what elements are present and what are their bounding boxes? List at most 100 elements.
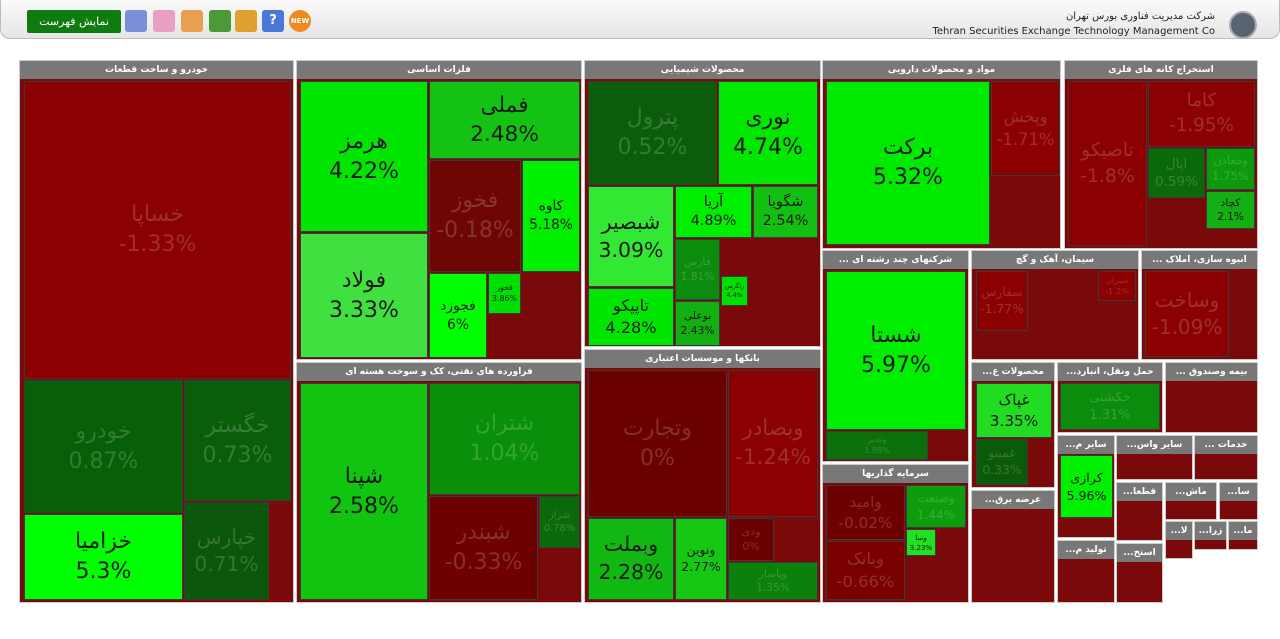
stock-tile[interactable]: وپاسار 1.35% bbox=[728, 562, 818, 600]
search-icon[interactable] bbox=[209, 10, 231, 32]
stock-tile[interactable]: اپال 0.59% bbox=[1148, 148, 1205, 198]
chat-icon[interactable] bbox=[235, 10, 257, 32]
sector-title[interactable]: محصولات ع... bbox=[972, 363, 1054, 381]
stock-tile[interactable]: تاصیکو -1.8% bbox=[1068, 81, 1147, 246]
sector-title[interactable]: ماش... bbox=[1166, 483, 1216, 501]
sector-title[interactable]: عرضه برق... bbox=[972, 491, 1054, 509]
stock-tile[interactable]: وبملت 2.28% bbox=[588, 518, 674, 600]
sector-title[interactable]: فلزات اساسی bbox=[297, 61, 581, 79]
sector-title[interactable]: ما... bbox=[1229, 522, 1257, 540]
new-icon[interactable]: NEW bbox=[289, 10, 311, 32]
sector-title[interactable]: سا... bbox=[1220, 483, 1257, 501]
stock-tile[interactable]: فملی 2.48% bbox=[429, 81, 580, 159]
sector-title[interactable]: خودرو و ساخت قطعات bbox=[20, 61, 293, 79]
stock-tile[interactable]: شپنا 2.58% bbox=[300, 383, 428, 600]
stock-tile[interactable]: ودی 0% bbox=[728, 518, 774, 561]
stock-tile[interactable]: تاپیکو 4.28% bbox=[588, 288, 674, 346]
stock-change: 0.59% bbox=[1154, 174, 1199, 190]
stock-name: ومعادن bbox=[1213, 153, 1248, 168]
table-icon[interactable] bbox=[181, 10, 203, 32]
stock-tile[interactable]: شبندر -0.33% bbox=[429, 496, 538, 600]
stock-tile[interactable]: خزامیا 5.3% bbox=[24, 514, 183, 600]
stock-tile[interactable]: وبانک -0.66% bbox=[826, 541, 905, 600]
stock-tile[interactable]: وپخش -1.71% bbox=[991, 81, 1060, 176]
show-list-button[interactable]: نمایش فهرست bbox=[27, 10, 121, 33]
stock-tile[interactable]: وصنعت 1.44% bbox=[906, 485, 966, 528]
sector-title[interactable]: زرا... bbox=[1195, 522, 1226, 540]
stock-tile[interactable]: شستا 5.97% bbox=[826, 271, 966, 430]
stock-tile[interactable]: زاگرس 4.4% bbox=[721, 276, 748, 306]
sector-title[interactable]: فراورده های نفتی، کک و سوخت هسته ای bbox=[297, 363, 581, 381]
sector-title[interactable]: بانکها و موسسات اعتباری bbox=[585, 350, 820, 368]
stock-tile[interactable]: فجوزد 6% bbox=[429, 273, 487, 358]
globe-icon[interactable] bbox=[125, 10, 147, 32]
stock-tile[interactable]: کرازی 5.96% bbox=[1060, 455, 1113, 518]
sector-title[interactable]: انبوه سازی، املاک ... bbox=[1142, 251, 1257, 269]
help-icon[interactable]: ? bbox=[262, 10, 284, 32]
stock-tile[interactable]: وبصادر -1.24% bbox=[728, 370, 818, 517]
stock-name: فخور bbox=[496, 282, 513, 292]
stock-tile[interactable]: شگویا 2.54% bbox=[753, 186, 818, 238]
sector-title[interactable]: حمل ونقل، انبارد... bbox=[1058, 363, 1162, 381]
stock-tile[interactable]: وساخت -1.09% bbox=[1145, 271, 1229, 357]
stock-change: 4.4% bbox=[726, 291, 743, 299]
stock-tile[interactable]: فولاد 3.33% bbox=[300, 233, 428, 358]
stock-tile[interactable]: شبصیر 3.09% bbox=[588, 186, 674, 287]
stock-tile[interactable]: بوعلی 2.43% bbox=[675, 301, 720, 346]
stock-change: 6% bbox=[447, 316, 469, 333]
stock-tile[interactable]: غپاک 3.35% bbox=[976, 383, 1052, 438]
sector-title[interactable]: لا... bbox=[1166, 522, 1192, 540]
sector-title[interactable]: شرکتهای چند رشته ای ... bbox=[823, 251, 968, 269]
stock-name: شستا bbox=[870, 322, 922, 348]
stock-tile[interactable]: خپارس 0.71% bbox=[184, 502, 269, 600]
stock-tile[interactable]: کاوه 5.18% bbox=[522, 160, 580, 272]
sector-title[interactable]: تولید م... bbox=[1058, 541, 1114, 559]
stock-tile[interactable]: برکت 5.32% bbox=[826, 81, 990, 245]
stock-name: حکشتی bbox=[1089, 389, 1131, 405]
stock-tile[interactable]: فخوز -0.18% bbox=[429, 160, 521, 272]
stock-tile[interactable]: سفارس -1.77% bbox=[976, 271, 1028, 331]
sector-title[interactable]: خدمات ... bbox=[1195, 436, 1257, 454]
stock-tile[interactable]: هرمز 4.22% bbox=[300, 81, 428, 232]
stock-name: خودرو bbox=[75, 418, 132, 444]
stock-tile[interactable]: حکشتی 1.31% bbox=[1060, 383, 1160, 430]
sector-title[interactable]: سایر واس... bbox=[1117, 436, 1192, 454]
stock-tile[interactable]: شراز 0.78% bbox=[539, 496, 580, 548]
sector-title[interactable]: سیمان، آهک و گچ bbox=[972, 251, 1138, 269]
stock-tile[interactable]: خگستر 0.73% bbox=[184, 380, 291, 501]
sector-title[interactable]: مواد و محصولات دارویی bbox=[823, 61, 1060, 79]
sector-title[interactable]: بیمه وصندوق ... bbox=[1166, 363, 1257, 381]
sector-title[interactable]: محصولات شیمیایی bbox=[585, 61, 820, 79]
home-icon[interactable] bbox=[153, 10, 175, 32]
stock-tile[interactable]: کاما -1.95% bbox=[1148, 81, 1255, 147]
sector: سایر واس... bbox=[1116, 435, 1193, 480]
sector-title[interactable]: استخراج کانه های فلزی bbox=[1065, 61, 1257, 79]
sector-title[interactable]: سرمایه گذاریها bbox=[823, 465, 968, 483]
stock-name: وپخش bbox=[1003, 107, 1048, 127]
stock-tile[interactable]: ستران -1.2% bbox=[1098, 271, 1136, 301]
stock-tile[interactable]: ومعادن 1.75% bbox=[1206, 148, 1255, 190]
stock-tile[interactable]: وسا 3.23% bbox=[906, 529, 936, 556]
stock-tile[interactable]: فخور 3.86% bbox=[488, 273, 521, 314]
stock-change: -1.77% bbox=[980, 302, 1024, 316]
stock-tile[interactable]: آریا 4.89% bbox=[675, 186, 752, 238]
stock-tile[interactable]: غمینو 0.33% bbox=[976, 439, 1028, 485]
sector-title[interactable]: سایر م... bbox=[1058, 436, 1114, 454]
stock-tile[interactable]: ونوین 2.77% bbox=[675, 518, 727, 600]
stock-tile[interactable]: نوری 4.74% bbox=[718, 81, 818, 185]
stock-tile[interactable]: فارس 1.81% bbox=[675, 239, 720, 300]
sector-title[interactable]: استخ... bbox=[1117, 544, 1162, 562]
stock-tile[interactable]: خودرو 0.87% bbox=[24, 380, 183, 513]
stock-name: وتجارت bbox=[623, 415, 692, 441]
stock-tile[interactable]: خساپا -1.33% bbox=[24, 81, 291, 379]
stock-tile[interactable]: وامید -0.02% bbox=[826, 485, 905, 540]
stock-tile[interactable]: کچاد 2.1% bbox=[1206, 191, 1255, 229]
sector-title[interactable]: قطعا... bbox=[1117, 483, 1162, 501]
stock-change: 0.87% bbox=[68, 448, 139, 474]
stock-tile[interactable]: وغدیر 1.88% bbox=[826, 431, 928, 460]
stock-name: فولاد bbox=[341, 267, 387, 293]
stock-tile[interactable]: وتجارت 0% bbox=[588, 370, 727, 517]
stock-tile[interactable]: شتران 1.04% bbox=[429, 383, 580, 495]
stock-tile[interactable]: پترول 0.52% bbox=[588, 81, 717, 185]
